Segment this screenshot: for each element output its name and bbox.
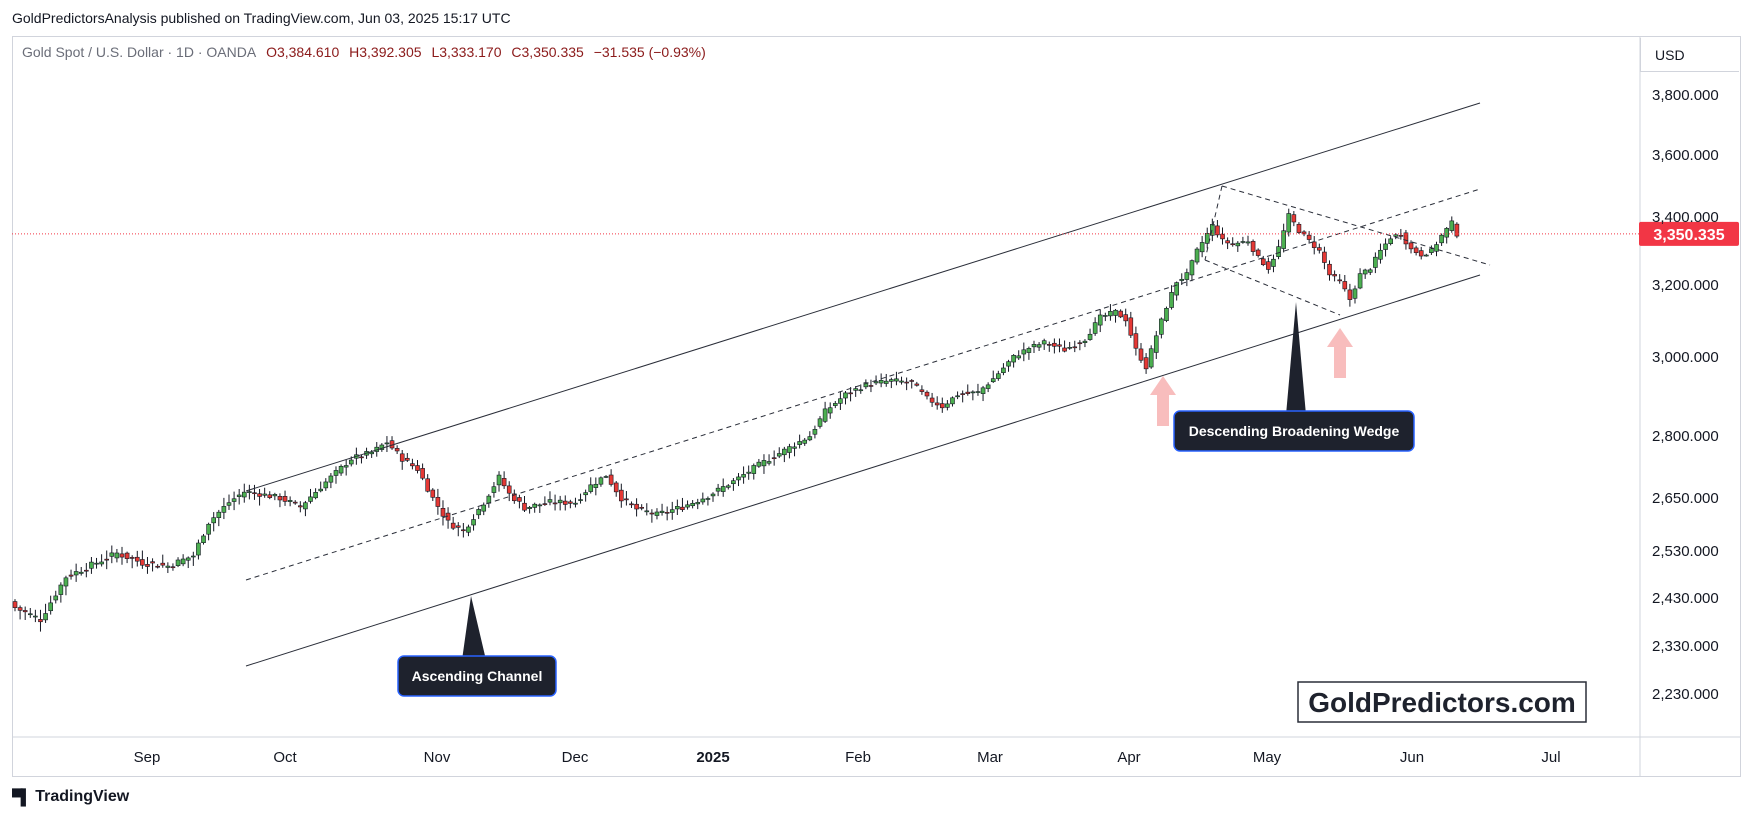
currency-selector[interactable]: USD (1640, 38, 1739, 72)
low-value: L3,333.170 (431, 44, 502, 60)
tradingview-logo-text: TradingView (35, 788, 130, 805)
publisher-credit: GoldPredictorsAnalysis published on Trad… (12, 10, 511, 26)
change-value: −31.535 (−0.93%) (593, 44, 706, 60)
open-value: O3,384.610 (266, 44, 340, 60)
high-value: H3,392.305 (349, 44, 422, 60)
chart-frame (12, 36, 1741, 777)
tradingview-logo[interactable]: ▀▌ TradingView (12, 788, 129, 806)
close-value: C3,350.335 (511, 44, 584, 60)
tradingview-logo-icon: ▀▌ (12, 788, 31, 806)
ohlc-legend: Gold Spot / U.S. Dollar · 1D · OANDA O3,… (22, 44, 706, 60)
symbol-label[interactable]: Gold Spot / U.S. Dollar · 1D · OANDA (22, 44, 257, 60)
